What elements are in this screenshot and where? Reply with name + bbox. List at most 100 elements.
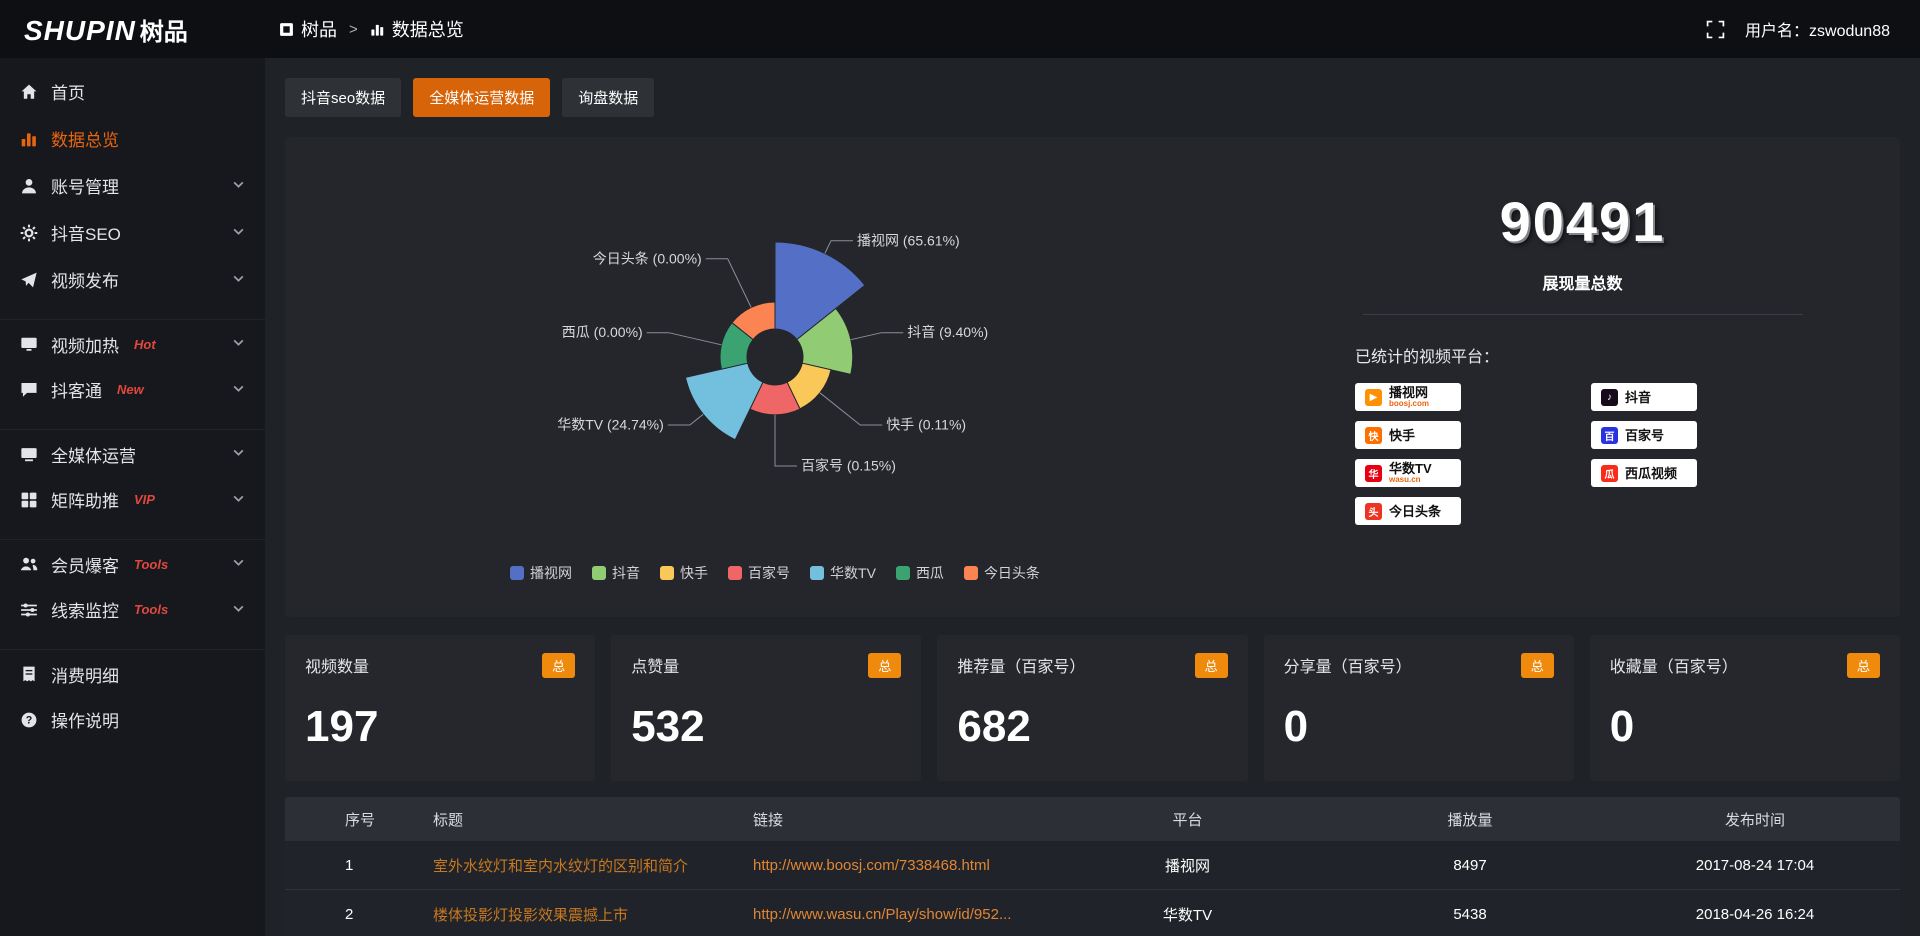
question-icon: ? <box>20 711 38 729</box>
legend-swatch <box>510 566 525 580</box>
legend-label: 西瓜 <box>915 565 944 581</box>
platform-logo-icon: 快 <box>1365 426 1382 444</box>
legend-label: 百家号 <box>748 565 791 581</box>
sidebar-item-screen[interactable]: 全媒体运营 <box>0 429 265 476</box>
legend-item-4[interactable]: 华数TV <box>810 563 876 583</box>
cell-url-link[interactable]: http://www.boosj.com/7338468.html <box>753 856 990 874</box>
cell-platform: 华数TV <box>1162 906 1213 924</box>
breadcrumb-current[interactable]: 数据总览 <box>370 16 464 42</box>
platform-logo-icon: 头 <box>1365 502 1382 520</box>
cell-time: 2018-04-26 16:24 <box>1695 905 1815 923</box>
total-badge[interactable]: 总 <box>1846 653 1880 678</box>
pie-label: 快手 (0.11%) <box>886 417 966 433</box>
monitor-icon <box>20 335 38 353</box>
stat-card-value: 0 <box>1283 702 1309 751</box>
total-badge[interactable]: 总 <box>542 653 576 678</box>
legend-item-2[interactable]: 快手 <box>660 563 708 583</box>
sliders-icon <box>20 601 38 619</box>
legend-swatch <box>895 566 910 580</box>
chevron-down-icon <box>232 600 245 620</box>
cell-url-link[interactable]: http://www.wasu.cn/Play/show/id/952... <box>753 905 1012 923</box>
item-tag: New <box>117 382 144 397</box>
legend-swatch <box>592 566 607 580</box>
legend-label: 今日头条 <box>983 565 1040 581</box>
sidebar-item-monitor[interactable]: 视频加热 Hot <box>0 319 265 366</box>
platform-badge-5: 百百家号 <box>1591 421 1697 449</box>
platform-name: 百家号 <box>1625 427 1665 443</box>
chevron-down-icon <box>232 490 245 510</box>
sidebar-item-label: 线索监控 <box>51 602 119 621</box>
logo-text-en: SHUPIN <box>24 14 136 46</box>
cell-title-link[interactable]: 室外水纹灯和室内水纹灯的区别和简介 <box>433 857 689 875</box>
platform-name: 西瓜视频 <box>1625 465 1678 481</box>
platform-logo-icon: ▶ <box>1365 388 1382 406</box>
tab-2[interactable]: 询盘数据 <box>562 78 655 117</box>
total-impressions-label: 展现量总数 <box>1542 276 1623 293</box>
sidebar-item-label: 矩阵助推 <box>51 492 119 511</box>
pie-legend: 播视网 抖音 快手 百家号 华数TV 西瓜 今日头条 <box>510 563 1040 583</box>
svg-text:?: ? <box>26 714 33 726</box>
platform-distribution-pie-chart: 播视网 (65.61%) 抖音 (9.40%) 快手 (0.11%) 百家号 (0.1… <box>557 232 988 473</box>
bar-chart-icon <box>371 24 383 36</box>
stat-card-value: 0 <box>1609 702 1635 751</box>
pie-slice-4[interactable] <box>684 362 764 441</box>
gear-icon <box>20 224 38 242</box>
stat-card-value: 197 <box>305 702 379 751</box>
pie-label-line <box>705 258 752 308</box>
pie-chart-area: 播视网 (65.61%) 抖音 (9.40%) 快手 (0.11%) 百家号 (0.1… <box>285 137 1265 617</box>
sidebar-item-receipt[interactable]: 消费明细 <box>0 649 265 696</box>
sidebar-item-chat[interactable]: 抖客通 New <box>0 366 265 413</box>
pie-label-line <box>850 332 904 341</box>
platform-badge-1: 快快手 <box>1355 421 1461 449</box>
users-icon <box>20 555 38 573</box>
sidebar-item-send[interactable]: 视频发布 <box>0 256 265 303</box>
cell-plays: 8497 <box>1453 856 1487 874</box>
col-header-title: 标题 <box>433 811 464 829</box>
sidebar-item-label: 视频发布 <box>51 272 119 291</box>
cell-time: 2017-08-24 17:04 <box>1695 856 1815 874</box>
chevron-down-icon <box>232 554 245 574</box>
total-badge[interactable]: 总 <box>1194 653 1228 678</box>
sidebar-item-sliders[interactable]: 线索监控 Tools <box>0 586 265 633</box>
breadcrumb-root[interactable]: 树品 <box>279 16 337 42</box>
pie-slice-0[interactable] <box>774 241 866 341</box>
overview-chart-panel: 播视网 (65.61%) 抖音 (9.40%) 快手 (0.11%) 百家号 (0.1… <box>285 137 1900 617</box>
sidebar-item-gear[interactable]: 抖音SEO <box>0 209 265 256</box>
pie-slice-1[interactable] <box>796 307 854 375</box>
stat-card-title: 收藏量（百家号） <box>1609 659 1738 676</box>
legend-label: 快手 <box>680 565 709 581</box>
pie-label: 西瓜 (0.00%) <box>562 324 643 340</box>
total-badge[interactable]: 总 <box>868 653 902 678</box>
cell-platform: 播视网 <box>1164 857 1210 875</box>
legend-item-1[interactable]: 抖音 <box>592 563 640 583</box>
legend-item-5[interactable]: 西瓜 <box>895 563 944 583</box>
legend-item-3[interactable]: 百家号 <box>728 563 790 583</box>
receipt-icon <box>20 665 38 683</box>
table-row-2: 2 楼体投影灯投影效果震撼上市 http://www.wasu.cn/Play/sh… <box>285 890 1900 936</box>
tab-1[interactable]: 全媒体运营数据 <box>413 78 551 117</box>
platform-logo-icon: ♪ <box>1601 388 1618 406</box>
sidebar-item-grid[interactable]: 矩阵助推 VIP <box>0 476 265 523</box>
pie-label: 今日头条 (0.00%) <box>593 250 702 266</box>
total-badge[interactable]: 总 <box>1520 653 1554 678</box>
cell-title-link[interactable]: 楼体投影灯投影效果震撼上市 <box>433 906 629 924</box>
send-icon <box>20 271 38 289</box>
stat-card-0: 视频数量 总 197 <box>285 635 596 781</box>
sidebar-item-users[interactable]: 会员爆客 Tools <box>0 539 265 586</box>
sidebar-item-user[interactable]: 账号管理 <box>0 162 265 209</box>
sidebar-item-home[interactable]: 首页 <box>0 68 265 115</box>
cell-no: 1 <box>345 856 354 874</box>
col-header-no: 序号 <box>345 811 376 829</box>
col-header-platform: 平台 <box>1172 811 1203 829</box>
legend-item-6[interactable]: 今日头条 <box>963 563 1040 583</box>
stat-card-title: 视频数量 <box>305 659 370 676</box>
tab-0[interactable]: 抖音seo数据 <box>285 78 402 117</box>
pie-slice-3[interactable] <box>749 381 801 416</box>
col-header-plays: 播放量 <box>1447 811 1493 829</box>
sidebar-item-question[interactable]: ? 操作说明 <box>0 696 265 743</box>
pie-slice-2[interactable] <box>786 362 832 410</box>
fullscreen-icon[interactable] <box>1706 20 1725 39</box>
pie-slice-6[interactable] <box>731 301 776 341</box>
legend-item-0[interactable]: 播视网 <box>510 563 572 583</box>
sidebar-item-chart[interactable]: 数据总览 <box>0 115 265 162</box>
